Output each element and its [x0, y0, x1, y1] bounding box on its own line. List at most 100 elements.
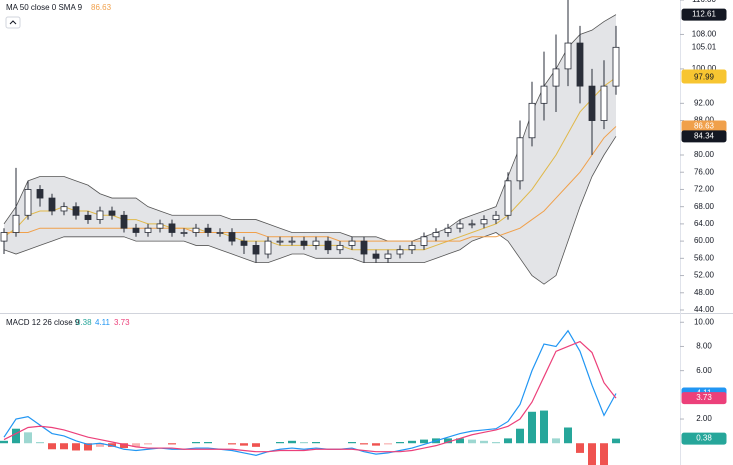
candle-body: [588, 85, 596, 121]
candle-body: [96, 210, 104, 220]
histogram-bar: [540, 410, 548, 444]
histogram-bar: [384, 443, 392, 445]
candle-body: [348, 240, 356, 246]
candle-body: [384, 253, 392, 259]
ma-legend-value: 86.63: [91, 3, 112, 12]
candle-body: [60, 206, 68, 212]
y-tick-label: 10.00: [694, 317, 715, 326]
candle-body: [564, 42, 572, 70]
y-tick-label: 60.00: [694, 236, 715, 245]
histogram-bar: [252, 443, 260, 447]
price-badge: [681, 392, 727, 405]
candle-body: [168, 223, 176, 233]
candle-body: [360, 240, 368, 255]
y-tick-label: 68.00: [694, 202, 715, 211]
histogram-bar: [564, 427, 572, 444]
y-tick-label: 80.00: [694, 150, 715, 159]
histogram-bar: [0, 440, 8, 444]
price-badge: [681, 432, 727, 445]
histogram-bar: [372, 443, 380, 446]
histogram-bar: [312, 442, 320, 444]
price-badge-label: 86.63: [694, 122, 715, 131]
candle-body: [240, 240, 248, 246]
candle-body: [144, 227, 152, 233]
candle-body: [612, 46, 620, 87]
histogram-bar: [456, 438, 464, 444]
band-basis: [3, 77, 617, 251]
candle-body: [372, 253, 380, 259]
candle-body: [36, 189, 44, 199]
histogram-bar: [528, 411, 536, 444]
price-badge-label: 0.38: [696, 434, 712, 443]
candle-body: [132, 227, 140, 233]
histogram-bar: [96, 443, 104, 447]
histogram-bar: [612, 438, 620, 444]
candle-body: [0, 232, 8, 242]
macd-line: [3, 340, 617, 453]
candle-body: [84, 214, 92, 220]
candle-body: [504, 180, 512, 216]
y-tick-label: 56.00: [694, 253, 715, 262]
candle-body: [156, 223, 164, 229]
y-tick-label: 76.00: [694, 167, 715, 176]
histogram-bar: [168, 443, 176, 445]
macd-legend-signal: 3.73: [114, 318, 130, 327]
band-fill: [4, 14, 616, 285]
histogram-bar: [576, 443, 584, 453]
band-upper: [3, 14, 617, 242]
histogram-bar: [12, 428, 20, 444]
candle-body: [24, 189, 32, 216]
macd-legend: MACD 12 26 close 9: [6, 318, 80, 327]
histogram-bar: [360, 443, 368, 445]
candle-body: [492, 214, 500, 220]
price-badge-label: 112.61: [692, 10, 716, 19]
y-tick-label: 72.00: [694, 185, 715, 194]
histogram-bar: [36, 442, 44, 444]
histogram-bar: [192, 442, 200, 444]
candle-body: [480, 219, 488, 225]
histogram-bar: [144, 443, 152, 445]
histogram-bar: [348, 442, 356, 444]
candle-body: [252, 245, 260, 255]
price-badge-label: 84.34: [694, 131, 715, 140]
price-badge: [681, 8, 727, 21]
y-tick-label: 8.00: [696, 342, 712, 351]
collapse-icon: [9, 20, 17, 25]
y-tick-label: 88.00: [694, 116, 715, 125]
collapse-button[interactable]: [5, 16, 21, 29]
candle-body: [408, 245, 416, 251]
macd-line: [3, 329, 617, 456]
y-tick-label: 108.00: [692, 30, 717, 39]
candle-body: [120, 214, 128, 229]
band-lower: [3, 136, 617, 285]
candle-body: [276, 240, 284, 243]
ma-legend: MA 50 close 0 SMA 9: [6, 3, 83, 12]
histogram-bar: [300, 442, 308, 444]
candle-body: [540, 85, 548, 104]
y-tick-label: 2.00: [696, 414, 712, 423]
price-badge-label: 3.73: [696, 393, 712, 402]
histogram-bar: [228, 443, 236, 445]
candle-body: [216, 232, 224, 234]
y-tick-label: 48.00: [694, 288, 715, 297]
y-tick-label: 116.00: [692, 0, 716, 4]
candle-body: [516, 137, 524, 182]
histogram-bar: [420, 439, 428, 444]
candle-body: [264, 240, 272, 255]
histogram-bar: [396, 442, 404, 444]
histogram-bar: [600, 443, 608, 465]
histogram-bar: [516, 428, 524, 444]
histogram-bar: [48, 443, 56, 450]
y-tick-label: 100.00: [692, 64, 717, 73]
macd-legend-macd: 4.11: [95, 318, 111, 327]
y-tick-label: 92.00: [694, 98, 715, 107]
histogram-bar: [60, 443, 68, 450]
candle-body: [432, 232, 440, 238]
histogram-bar: [480, 440, 488, 444]
histogram-bar: [204, 442, 212, 444]
price-badge: [681, 130, 727, 143]
histogram-bar: [276, 442, 284, 444]
candle-body: [312, 240, 320, 246]
